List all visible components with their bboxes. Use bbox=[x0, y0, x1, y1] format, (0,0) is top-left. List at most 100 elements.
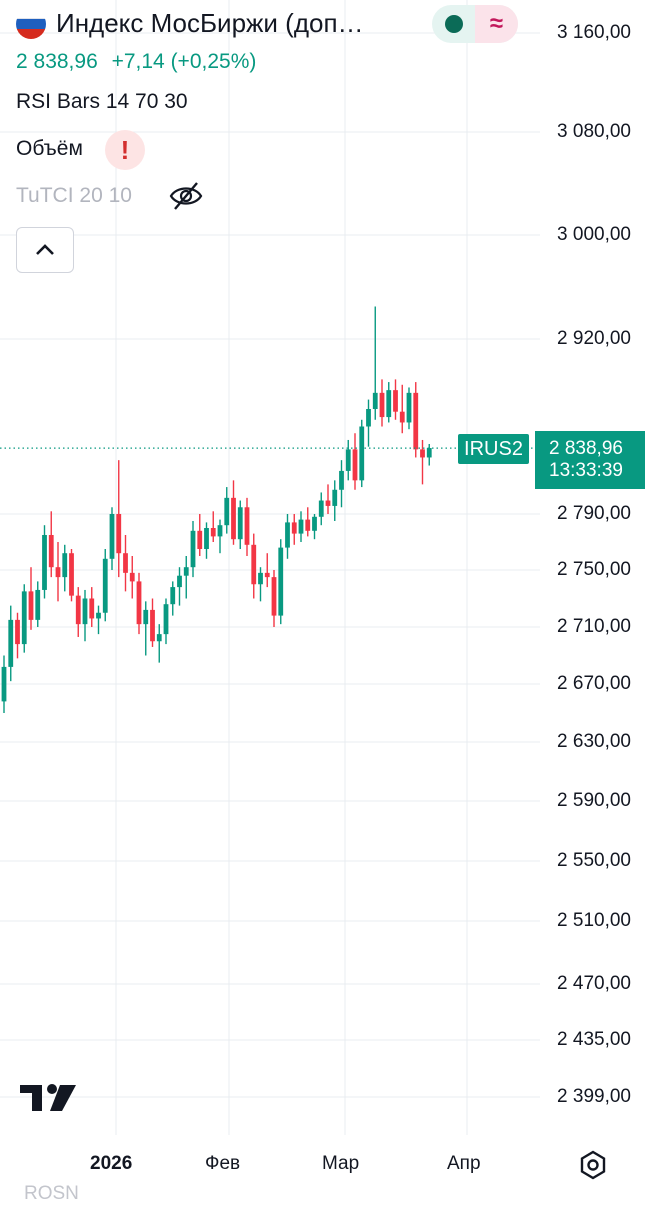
symbol-title: Индекс МосБиржи (доп… bbox=[56, 8, 364, 38]
last-price: 2 838,96 bbox=[16, 50, 98, 73]
candle-body bbox=[291, 522, 297, 534]
candle-body bbox=[244, 507, 250, 545]
y-axis-label: 2 399,00 bbox=[557, 1086, 631, 1107]
candle-body bbox=[204, 528, 209, 549]
candle-body bbox=[156, 634, 162, 642]
y-axis-label: 3 080,00 bbox=[557, 121, 631, 142]
price-change: +7,14 (+0,25%) bbox=[111, 50, 257, 73]
candle-body bbox=[224, 497, 230, 526]
candle-body bbox=[82, 598, 88, 625]
candle-body bbox=[359, 426, 365, 481]
dot-icon bbox=[444, 15, 463, 33]
candle-body bbox=[42, 535, 47, 590]
collapse-legend-button[interactable] bbox=[16, 227, 74, 273]
candle-body bbox=[332, 489, 338, 506]
candle-body bbox=[339, 470, 344, 490]
candle-body bbox=[298, 519, 304, 534]
next-symbol-hint: ROSN bbox=[24, 1183, 79, 1204]
last-price-tag: 2 838,96 13:33:39 bbox=[535, 431, 645, 489]
y-axis-label: 2 470,00 bbox=[557, 973, 631, 994]
candle-body bbox=[48, 535, 54, 568]
candle-body bbox=[258, 572, 263, 585]
market-status-toggle[interactable] bbox=[432, 5, 475, 43]
candle-body bbox=[278, 547, 284, 616]
candle-body bbox=[150, 609, 155, 642]
y-axis-label: 2 550,00 bbox=[557, 850, 631, 871]
y-axis-label: 3 160,00 bbox=[557, 22, 631, 43]
x-axis-label: Апр bbox=[447, 1153, 481, 1174]
price-change-line: 2 838,96 +7,14 (+0,25%) bbox=[16, 50, 256, 74]
candle-body bbox=[312, 516, 317, 531]
candle-body bbox=[129, 572, 135, 582]
candle-body bbox=[318, 500, 324, 517]
y-axis-label: 2 670,00 bbox=[557, 673, 631, 694]
y-axis-label: 2 630,00 bbox=[557, 731, 631, 752]
symbol-header[interactable]: Индекс МосБиржи (доп… bbox=[16, 8, 364, 39]
candle-body bbox=[285, 522, 290, 548]
candle-body bbox=[352, 449, 358, 481]
candle-body bbox=[21, 591, 27, 645]
candle-body bbox=[8, 619, 14, 667]
y-axis-label: 2 790,00 bbox=[557, 503, 631, 524]
candle-body bbox=[96, 612, 101, 619]
indicator-volume[interactable]: Объём bbox=[16, 137, 83, 160]
y-axis-label: 3 000,00 bbox=[557, 224, 631, 245]
y-axis-label: 2 435,00 bbox=[557, 1029, 631, 1050]
x-axis-label: Мар bbox=[322, 1153, 360, 1174]
candle-body bbox=[426, 448, 432, 458]
russia-flag-icon bbox=[16, 8, 46, 39]
eye-off-icon[interactable] bbox=[168, 180, 204, 212]
candle-body bbox=[271, 577, 277, 616]
symbol-tag: IRUS2 bbox=[458, 434, 529, 464]
candle-body bbox=[28, 591, 34, 620]
candle-body bbox=[170, 587, 176, 605]
chevron-up-icon bbox=[36, 244, 54, 255]
candle-body bbox=[1, 666, 7, 702]
candle-body bbox=[305, 519, 311, 531]
candle-body bbox=[177, 575, 182, 588]
y-axis-label: 2 590,00 bbox=[557, 790, 631, 811]
candle-body bbox=[183, 567, 189, 576]
candle-body bbox=[393, 390, 398, 412]
candle-body bbox=[89, 598, 95, 619]
candle-body bbox=[345, 449, 351, 471]
candle-body bbox=[69, 553, 74, 596]
candle-body bbox=[163, 604, 169, 635]
indicator-tutci[interactable]: TuTCI 20 10 bbox=[16, 184, 132, 207]
candle-body bbox=[406, 392, 412, 423]
candle-body bbox=[379, 392, 385, 418]
candle-body bbox=[386, 390, 392, 418]
candle-body bbox=[413, 392, 419, 450]
y-axis-label: 2 510,00 bbox=[557, 910, 631, 931]
approx-toggle[interactable]: ≈ bbox=[475, 5, 518, 43]
candle-body bbox=[123, 553, 128, 573]
session-toggle[interactable]: ≈ bbox=[432, 5, 518, 43]
warning-icon[interactable]: ! bbox=[105, 130, 145, 170]
candle-body bbox=[264, 572, 270, 578]
candle-body bbox=[325, 500, 331, 506]
candle-body bbox=[35, 589, 41, 620]
candle-body bbox=[136, 581, 142, 625]
x-axis-label: Фев bbox=[205, 1153, 241, 1174]
candle-body bbox=[420, 449, 425, 458]
price-tag-countdown: 13:33:39 bbox=[549, 460, 623, 481]
price-tag-value: 2 838,96 bbox=[549, 438, 623, 459]
candle-body bbox=[231, 497, 236, 540]
y-axis-label: 2 710,00 bbox=[557, 616, 631, 637]
candle-body bbox=[75, 595, 81, 625]
candle-body bbox=[372, 392, 378, 409]
candle-body bbox=[109, 514, 115, 559]
candle-body bbox=[366, 409, 371, 427]
candle-body bbox=[237, 507, 243, 540]
candle-body bbox=[102, 558, 108, 613]
candle-body bbox=[62, 553, 68, 578]
candle-body bbox=[15, 619, 20, 645]
settings-icon[interactable] bbox=[578, 1150, 608, 1180]
tradingview-logo[interactable] bbox=[20, 1083, 76, 1113]
indicator-rsi-bars[interactable]: RSI Bars 14 70 30 bbox=[16, 90, 188, 113]
candle-body bbox=[143, 609, 149, 625]
y-axis-label: 2 750,00 bbox=[557, 559, 631, 580]
candle-body bbox=[399, 411, 405, 423]
candle-body bbox=[217, 525, 223, 537]
